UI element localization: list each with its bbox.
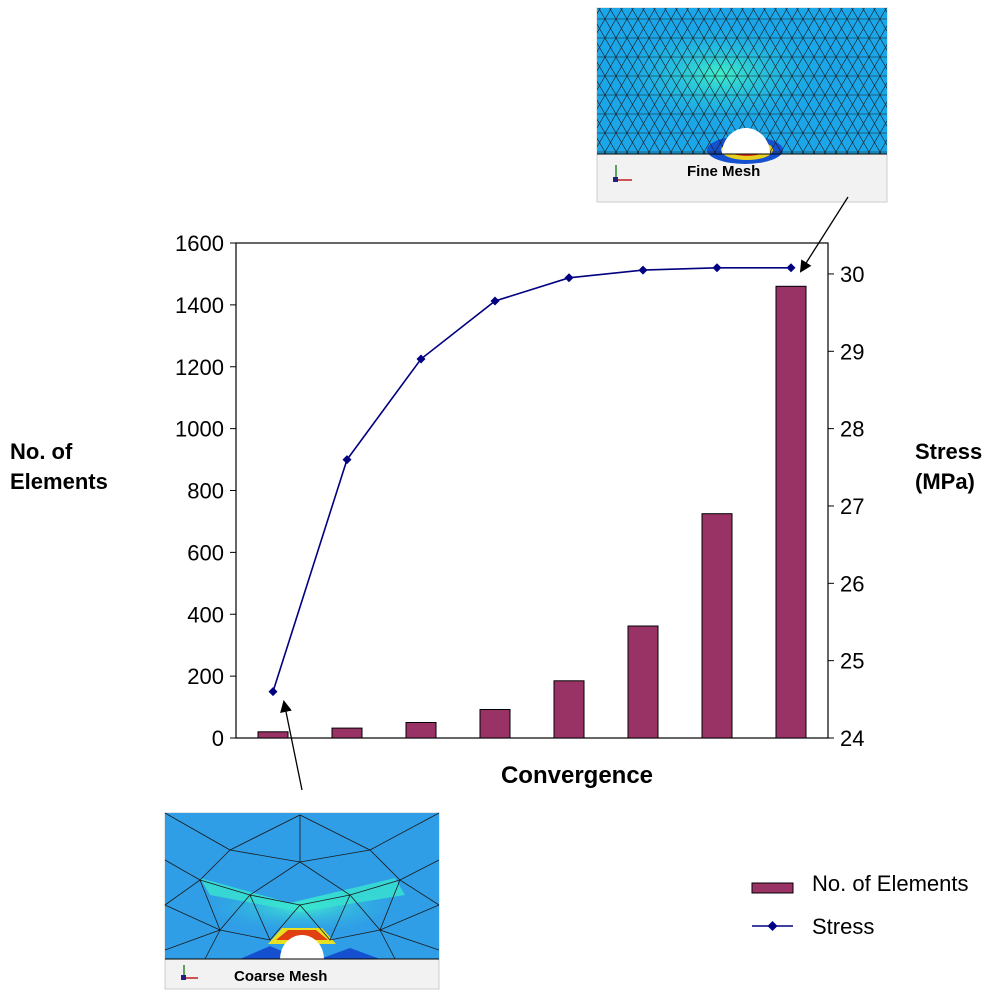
bar-2 — [331, 727, 363, 739]
axis-triad-icon — [181, 965, 198, 980]
bar-8 — [775, 285, 807, 739]
right-tick-label: 24 — [840, 726, 864, 751]
legend-label-elements: No. of Elements — [812, 871, 969, 896]
coarse-mesh-arrow — [280, 700, 303, 791]
left-tick-label: 200 — [187, 664, 224, 689]
legend-bar-swatch — [751, 882, 794, 894]
fine-mesh-label: Fine Mesh — [687, 163, 760, 180]
line-series — [268, 263, 796, 697]
right-tick-label: 30 — [840, 262, 864, 287]
bar-series — [257, 285, 807, 739]
stress-point-7 — [712, 263, 722, 273]
plot-area — [235, 242, 829, 739]
left-axis-ticks: 0 200 400 600 800 1000 1200 1400 1600 — [175, 231, 236, 751]
right-axis-ticks: 24 25 26 27 28 29 30 — [828, 262, 864, 751]
bar-6 — [627, 625, 659, 739]
left-tick-label: 800 — [187, 479, 224, 504]
left-axis-title-line2: Elements — [10, 469, 108, 494]
coarse-mesh-inset: Coarse Mesh — [164, 812, 440, 990]
left-axis-title-line1: No. of — [10, 439, 73, 464]
left-tick-label: 0 — [212, 726, 224, 751]
left-tick-label: 1400 — [175, 293, 224, 318]
coarse-mesh-label: Coarse Mesh — [234, 968, 327, 985]
stress-line — [272, 266, 791, 692]
legend-label-stress: Stress — [812, 914, 874, 939]
left-tick-label: 1000 — [175, 417, 224, 442]
left-tick-label: 600 — [187, 540, 224, 565]
fine-mesh-inset: Fine Mesh — [596, 7, 888, 203]
x-axis-title: Convergence — [501, 762, 653, 789]
axis-triad-icon — [613, 165, 632, 182]
bar-5 — [553, 680, 585, 739]
stress-point-2 — [342, 455, 352, 465]
stress-point-6 — [638, 265, 648, 275]
right-axis-title-line1: Stress — [915, 439, 982, 464]
stress-point-1 — [268, 687, 278, 697]
bar-3 — [405, 722, 437, 739]
stress-point-5 — [564, 273, 574, 283]
right-tick-label: 27 — [840, 494, 864, 519]
right-tick-label: 29 — [840, 339, 864, 364]
left-tick-label: 400 — [187, 602, 224, 627]
right-tick-label: 28 — [840, 417, 864, 442]
bar-4 — [479, 709, 511, 739]
stress-point-3 — [416, 354, 426, 364]
left-tick-label: 1600 — [175, 231, 224, 256]
bar-7 — [701, 513, 733, 739]
fine-mesh-arrow — [799, 196, 849, 273]
legend: No. of Elements Stress — [751, 871, 969, 939]
stress-point-8 — [786, 263, 796, 273]
left-tick-label: 1200 — [175, 355, 224, 380]
legend-diamond-marker — [767, 921, 778, 931]
right-axis-title-line2: (MPa) — [915, 469, 975, 494]
right-tick-label: 25 — [840, 649, 864, 674]
bar-1 — [257, 731, 289, 739]
stress-point-4 — [490, 296, 500, 306]
right-tick-label: 26 — [840, 571, 864, 596]
